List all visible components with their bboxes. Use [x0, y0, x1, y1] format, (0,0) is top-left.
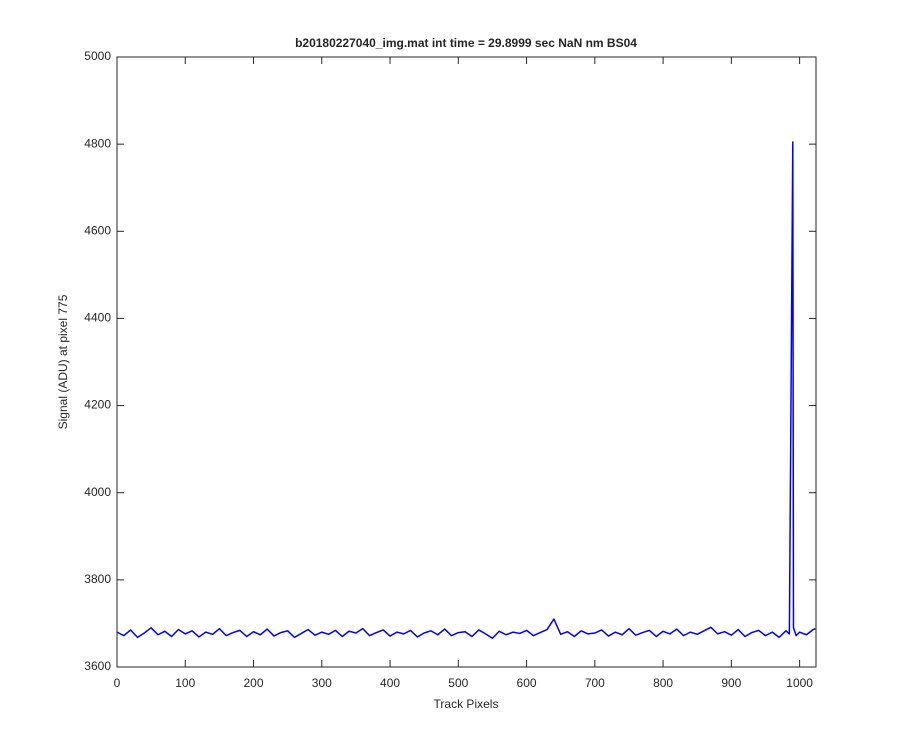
x-tick-label: 800 [653, 676, 673, 690]
x-tick-label: 700 [585, 676, 605, 690]
y-tick-label: 4000 [84, 485, 111, 499]
y-tick-label: 4200 [84, 398, 111, 412]
y-tick-label: 3800 [84, 572, 111, 586]
y-tick-label: 4600 [84, 223, 111, 237]
y-axis-label: Signal (ADU) at pixel 775 [56, 294, 70, 429]
x-tick-label: 400 [380, 676, 400, 690]
x-tick-label: 900 [721, 676, 741, 690]
x-axis-label: Track Pixels [434, 697, 499, 711]
y-tick-label: 4400 [84, 311, 111, 325]
y-tick-label: 3600 [84, 659, 111, 673]
x-tick-label: 300 [312, 676, 332, 690]
data-line [116, 141, 816, 639]
x-tick-label: 100 [175, 676, 195, 690]
plot-area [116, 56, 817, 668]
x-tick-label: 200 [244, 676, 264, 690]
y-tick-label: 5000 [84, 49, 111, 63]
chart-title: b20180227040_img.mat int time = 29.8999 … [295, 36, 637, 50]
x-tick-label: 500 [448, 676, 468, 690]
y-tick-label: 4800 [84, 136, 111, 150]
x-tick-label: 0 [114, 676, 121, 690]
x-tick-label: 600 [517, 676, 537, 690]
x-tick-label: 1000 [786, 676, 813, 690]
